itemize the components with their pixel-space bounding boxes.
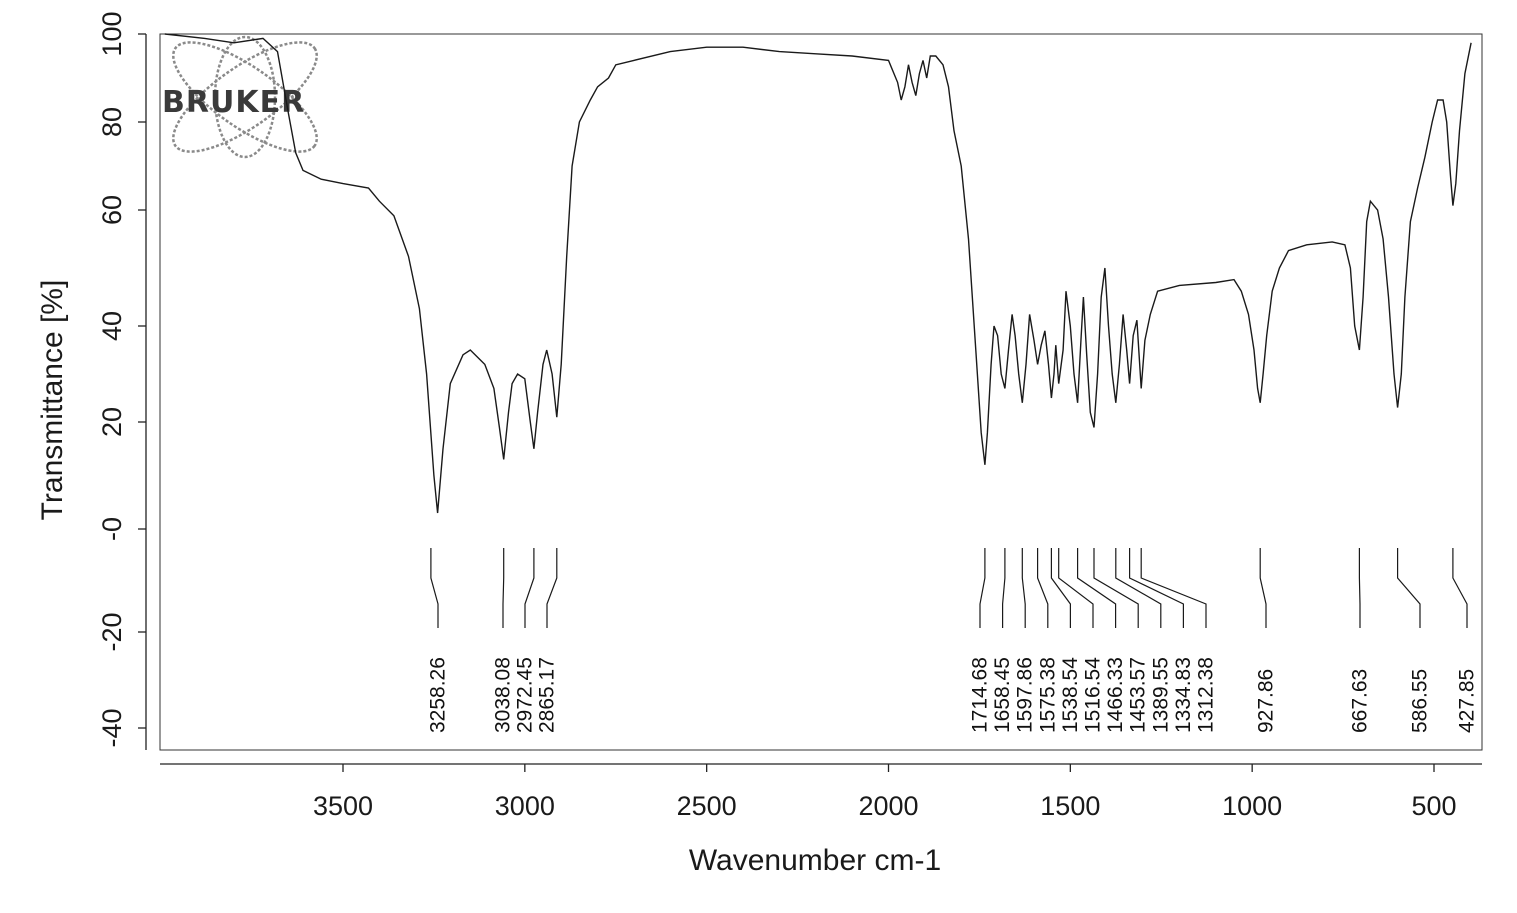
peak-marker <box>1115 548 1162 628</box>
peak-labels-layer: 3258.26 3038.08 2972.45 2865.17 1714.68 1658.… <box>427 548 1479 733</box>
peak-marker <box>1021 548 1026 628</box>
peak-marker <box>1129 548 1184 628</box>
y-axis-title: Transmittance [%] <box>36 280 69 521</box>
peak-label: 1389.55 <box>1149 657 1172 733</box>
peak-label: 1516.54 <box>1082 657 1105 733</box>
x-tick-label: 2500 <box>677 791 737 821</box>
peak-marker <box>979 548 986 628</box>
y-tick-label: 100 <box>97 11 127 56</box>
spectrum-line <box>164 33 1472 514</box>
logo-orbit-2 <box>172 41 318 153</box>
peak-marker <box>1093 548 1139 628</box>
x-tick-label: 2000 <box>858 791 918 821</box>
peak-label: 427.85 <box>1456 669 1479 733</box>
x-tick-label: 1500 <box>1040 791 1100 821</box>
y-tick-label: 60 <box>97 195 127 225</box>
logo-text: BRUKER <box>162 85 305 120</box>
bruker-logo: BRUKER <box>162 35 318 159</box>
peak-marker <box>1358 548 1361 628</box>
x-tick-label: 3000 <box>495 791 555 821</box>
y-tick-label: 80 <box>97 107 127 137</box>
peak-marker <box>1002 548 1006 628</box>
peak-marker <box>1050 548 1071 628</box>
peak-label: 3258.26 <box>427 657 450 733</box>
peak-label: 586.55 <box>1409 669 1432 733</box>
peak-label: 927.86 <box>1255 669 1278 733</box>
axes-layer: 100 80 60 40 20 -0 -20 -40 3500 3000 2500 2000 1500 1… <box>97 11 1457 821</box>
logo-orbit-3 <box>213 35 277 159</box>
peak-label: 667.63 <box>1349 669 1372 733</box>
logo-orbit-1 <box>172 41 318 153</box>
plot-frame <box>159 33 1483 751</box>
peak-label: 2972.45 <box>514 657 537 733</box>
peak-label: 1714.68 <box>969 657 992 733</box>
peak-marker <box>1452 548 1468 628</box>
peak-marker <box>1259 548 1267 628</box>
x-tick-label: 500 <box>1411 791 1456 821</box>
peak-marker <box>524 548 535 628</box>
peak-label: 1312.38 <box>1195 657 1218 733</box>
x-axis-title: Wavenumber cm-1 <box>689 844 941 877</box>
peak-marker <box>1058 548 1094 628</box>
peak-marker <box>430 548 439 628</box>
peak-label: 1597.86 <box>1014 657 1037 733</box>
peak-label: 2865.17 <box>536 657 559 733</box>
peak-marker <box>1140 548 1207 628</box>
y-tick-label: -40 <box>97 708 127 747</box>
peak-label: 1538.54 <box>1059 657 1082 733</box>
x-tick-label: 3500 <box>313 791 373 821</box>
y-tick-label: 40 <box>97 311 127 341</box>
peak-marker <box>1077 548 1117 628</box>
peak-label: 1466.33 <box>1104 657 1127 733</box>
peak-label: 1575.38 <box>1036 657 1059 733</box>
y-tick-label: 20 <box>97 407 127 437</box>
y-tick-label: -0 <box>97 517 127 541</box>
peak-marker <box>546 548 558 628</box>
peak-marker <box>1037 548 1049 628</box>
y-tick-label: -20 <box>97 612 127 651</box>
peak-label: 3038.08 <box>492 657 515 733</box>
peak-label: 1658.45 <box>991 657 1014 733</box>
spectrum-layer <box>164 33 1472 514</box>
peak-label: 1453.57 <box>1127 657 1150 733</box>
peak-label: 1334.83 <box>1172 657 1195 733</box>
peak-marker <box>1397 548 1421 628</box>
peak-marker <box>502 548 505 628</box>
x-tick-label: 1000 <box>1222 791 1282 821</box>
